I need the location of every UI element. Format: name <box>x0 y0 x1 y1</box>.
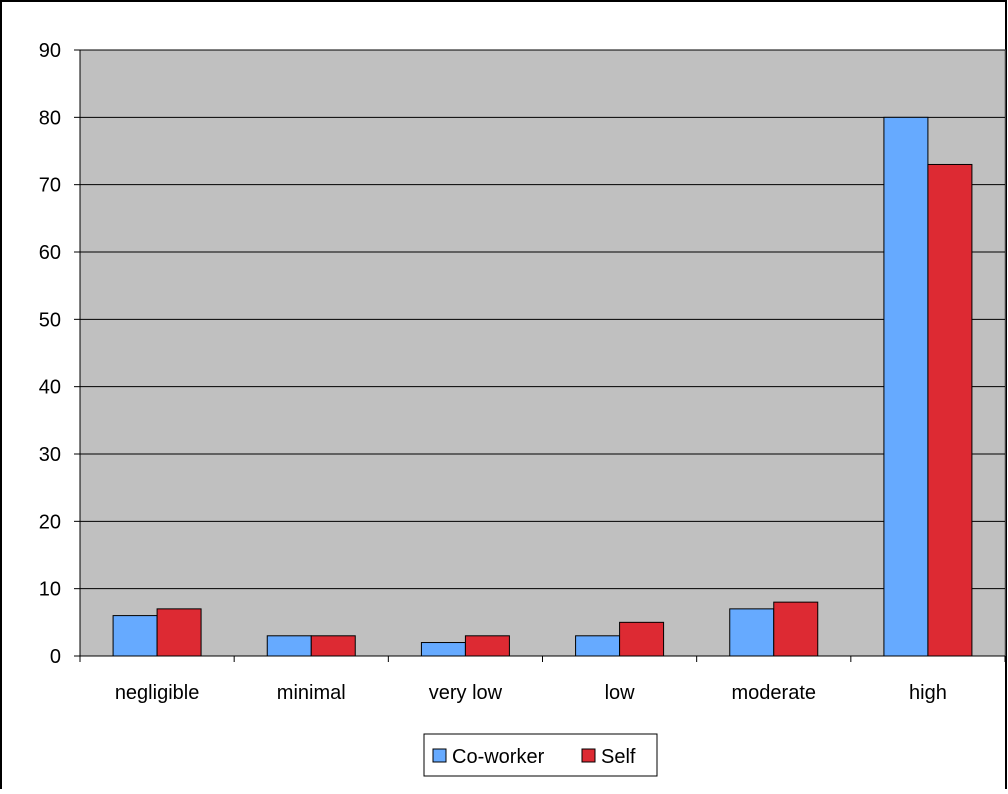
y-axis-ticks: 0 10 20 30 40 50 60 70 80 90 <box>39 40 80 668</box>
y-tick-label: 30 <box>39 444 61 466</box>
y-tick-label: 0 <box>50 646 61 668</box>
x-tick-label: very low <box>429 682 503 704</box>
gridlines <box>80 49 1005 590</box>
y-tick-label: 40 <box>39 377 61 399</box>
x-tick-label: minimal <box>277 682 346 704</box>
y-tick-label: 20 <box>39 511 61 533</box>
legend-swatch-self <box>581 748 596 763</box>
plot-area <box>79 49 1006 657</box>
bar-co-worker-high <box>883 116 929 657</box>
y-tick-label: 10 <box>39 579 61 601</box>
y-tick-label: 90 <box>39 40 61 62</box>
bar-self-moderate <box>773 601 819 657</box>
bar-self-high <box>927 163 973 657</box>
bar-co-worker-minimal <box>266 635 312 657</box>
legend-label-self: Self <box>601 746 636 768</box>
x-tick-label: high <box>909 682 947 704</box>
bar-self-minimal <box>310 635 356 657</box>
bar-co-worker-very-low <box>420 642 466 657</box>
bar-co-worker-moderate <box>729 608 775 657</box>
x-axis-ticks: negligible minimal very low low moderate high <box>79 656 1006 704</box>
x-tick-label: low <box>605 682 636 704</box>
legend: Co-worker Self <box>423 733 658 777</box>
y-tick-label: 70 <box>39 175 61 197</box>
legend-swatch-co-worker <box>432 748 447 763</box>
bar-self-low <box>619 621 665 657</box>
x-tick-label: negligible <box>115 682 200 704</box>
bar-co-worker-negligible <box>112 615 158 657</box>
y-tick-label: 60 <box>39 242 61 264</box>
x-tick-label: moderate <box>732 682 817 704</box>
y-tick-label: 80 <box>39 107 61 129</box>
legend-box <box>423 733 658 777</box>
bar-co-worker-low <box>575 635 621 657</box>
legend-label-co-worker: Co-worker <box>452 746 545 768</box>
bar-self-negligible <box>156 608 202 657</box>
bars <box>112 116 973 657</box>
bar-self-very-low <box>464 635 510 657</box>
y-tick-label: 50 <box>39 309 61 331</box>
